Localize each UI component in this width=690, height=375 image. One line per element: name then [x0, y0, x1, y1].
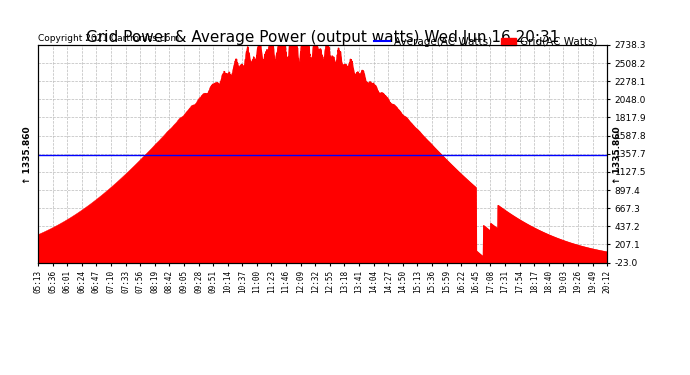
- Legend: Average(AC Watts), Grid(AC Watts): Average(AC Watts), Grid(AC Watts): [370, 33, 602, 51]
- Text: ↑ 1335.860: ↑ 1335.860: [23, 127, 32, 184]
- Text: ↑ 1335.860: ↑ 1335.860: [613, 127, 622, 184]
- Title: Grid Power & Average Power (output watts) Wed Jun 16 20:31: Grid Power & Average Power (output watts…: [86, 30, 560, 45]
- Text: Copyright 2021 Cartronics.com: Copyright 2021 Cartronics.com: [38, 34, 179, 43]
